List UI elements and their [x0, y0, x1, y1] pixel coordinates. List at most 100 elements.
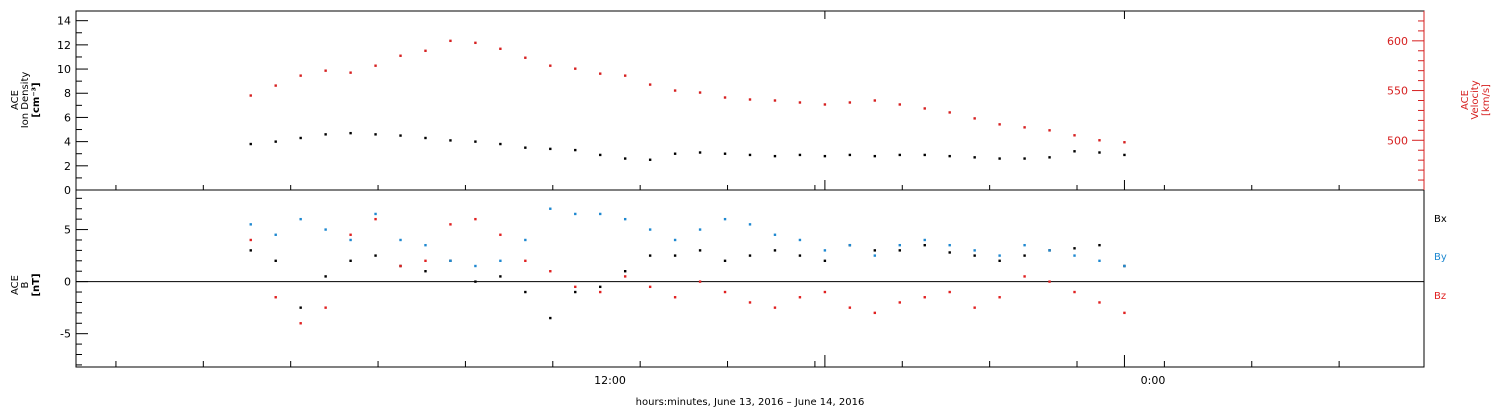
velocity-point: [948, 111, 951, 114]
by-point: [574, 212, 577, 216]
by-point: [923, 238, 926, 242]
bz-point: [249, 238, 252, 242]
by-point: [299, 217, 302, 221]
bx-point: [723, 259, 727, 262]
bz-point: [1023, 275, 1026, 278]
velocity-point: [274, 84, 277, 87]
velocity-point: [499, 47, 502, 50]
density-point: [798, 153, 802, 157]
density-axis-label-line3: [cm⁻³]: [31, 82, 42, 117]
by-point: [648, 228, 652, 231]
by-point: [374, 212, 377, 216]
density-point: [898, 153, 901, 157]
velocity-point: [848, 101, 852, 104]
bx-point: [798, 254, 802, 257]
velocity-point: [299, 74, 302, 77]
bx-point: [873, 249, 877, 252]
by-point: [623, 217, 627, 221]
velocity-point: [673, 89, 677, 92]
x-axis-title: hours:minutes, June 13, 2016 – June 14, …: [636, 397, 865, 408]
bx-point: [274, 259, 277, 262]
bx-point: [973, 254, 976, 257]
velocity-point: [374, 64, 377, 67]
density-point: [524, 146, 527, 149]
velocity-point: [698, 91, 702, 94]
by-point: [524, 238, 527, 242]
velocity-point: [648, 83, 652, 86]
by-point: [399, 238, 402, 242]
velocity-point: [748, 98, 752, 101]
bx-point: [299, 306, 302, 309]
density-tick-label: 12: [57, 39, 71, 52]
legend-bz: Bz: [1434, 291, 1446, 302]
density-axis-label-line1: ACE: [10, 90, 21, 110]
bx-point: [773, 249, 777, 252]
velocity-tick-label: 550: [1387, 85, 1408, 98]
by-point: [998, 254, 1001, 257]
by-point: [424, 243, 427, 247]
bz-point: [973, 306, 976, 309]
bz-point: [524, 259, 527, 262]
velocity-point: [474, 41, 477, 45]
velocity-tick-label: 500: [1387, 134, 1408, 147]
bx-point: [324, 275, 327, 278]
bz-point: [923, 296, 926, 299]
bz-point: [274, 296, 277, 299]
velocity-point: [399, 54, 402, 57]
x-tick-label-1200: 12:00: [594, 374, 626, 387]
by-point: [499, 259, 502, 262]
bx-point: [574, 290, 577, 294]
density-point: [1023, 157, 1026, 160]
density-tick-label: 8: [64, 87, 71, 100]
density-point: [599, 153, 602, 157]
by-point: [349, 238, 352, 242]
density-point: [249, 142, 252, 146]
by-point: [898, 243, 901, 247]
bx-point: [1073, 247, 1076, 250]
velocity-point: [923, 107, 926, 110]
velocity-point: [798, 101, 802, 104]
field-axis-label-line1: ACE: [10, 275, 21, 295]
field-axis-label: ACE B [nT]: [10, 273, 42, 296]
legend-bx: Bx: [1434, 214, 1447, 225]
bz-point: [299, 322, 302, 325]
bz-point: [748, 301, 752, 304]
velocity-axis-label: ACE Velocity [km/s]: [1460, 80, 1492, 119]
velocity-point: [823, 103, 827, 106]
density-point: [299, 136, 302, 140]
bx-point: [1098, 243, 1101, 247]
bz-point: [623, 275, 627, 278]
density-point: [873, 154, 877, 158]
velocity-point: [1123, 141, 1126, 144]
velocity-point: [449, 39, 452, 43]
bz-point: [848, 306, 852, 309]
bx-point: [623, 270, 627, 273]
by-point: [599, 212, 602, 216]
density-point: [773, 154, 777, 158]
bottom-panel-frame: [75, 189, 1425, 368]
field-legend: Bx By Bz: [1434, 214, 1447, 302]
bx-point: [549, 316, 552, 320]
density-point: [449, 139, 452, 142]
density-tick-label: 10: [57, 63, 71, 76]
bz-point: [424, 259, 427, 262]
by-point: [748, 223, 752, 226]
bx-point: [374, 254, 377, 257]
density-axis-label: ACE Ion Density [cm⁻³]: [10, 72, 42, 129]
bx-point: [474, 280, 477, 283]
density-axis-label-line2: Ion Density: [20, 72, 31, 129]
bz-point: [549, 270, 552, 273]
field-tick-label: 5: [64, 224, 71, 237]
bx-point: [349, 259, 352, 262]
density-point: [1048, 156, 1051, 159]
velocity-point: [249, 94, 252, 97]
by-point: [449, 259, 452, 262]
bx-point: [648, 254, 652, 257]
by-point: [973, 249, 976, 252]
bz-point: [998, 296, 1001, 299]
by-point: [474, 264, 477, 268]
by-point: [798, 238, 802, 242]
density-point: [648, 158, 652, 161]
by-point: [1073, 254, 1076, 257]
bx-point: [948, 251, 951, 254]
